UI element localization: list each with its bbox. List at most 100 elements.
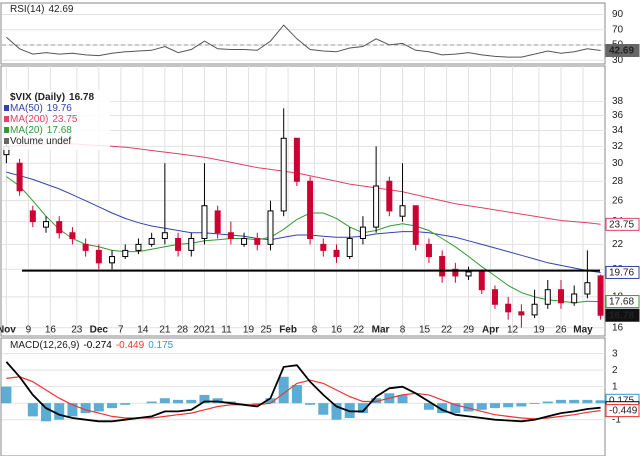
histogram-bar — [423, 403, 434, 410]
candle-body — [571, 293, 578, 304]
candle-body — [346, 237, 353, 258]
value-box-label: 16.78 — [609, 310, 634, 321]
candle-body — [82, 243, 89, 251]
y-tick-label: 16 — [612, 322, 624, 333]
legend-box — [2, 339, 192, 351]
candle-body — [557, 289, 564, 304]
candle-body — [307, 180, 314, 239]
histogram-bar — [582, 399, 593, 404]
histogram-bar — [397, 394, 408, 404]
legend-text: 19.76 — [47, 103, 72, 114]
legend-text: $VIX (Daily) — [10, 92, 65, 103]
candle-body — [465, 271, 472, 277]
candle-body — [491, 289, 498, 305]
candle-body — [16, 162, 23, 192]
histogram-bar — [1, 386, 12, 404]
x-tick-label: 9 — [26, 325, 32, 336]
moving-average-line — [6, 176, 601, 304]
x-tick-label: 23 — [71, 325, 83, 336]
histogram-bar — [173, 399, 184, 404]
candle-body — [359, 226, 366, 239]
legend-entry: RSI(14) 42.69 — [10, 4, 74, 15]
candle-body — [333, 249, 340, 258]
x-tick-label: May — [573, 325, 593, 336]
candle-body — [43, 221, 50, 228]
candle-body — [320, 243, 327, 251]
x-tick-label: Apr — [482, 325, 499, 336]
candle-body — [122, 249, 129, 258]
candle-body — [293, 137, 300, 182]
candle-body — [135, 243, 142, 251]
candle-body — [518, 311, 525, 316]
y-tick-label: 34 — [612, 125, 624, 136]
candle-body — [439, 256, 446, 277]
x-tick-label: 21 — [159, 325, 171, 336]
candle-body — [478, 271, 485, 291]
legend-entry: Volume undef — [10, 136, 71, 147]
x-tick-label: 11 — [221, 325, 232, 336]
legend-text: RSI(14) — [10, 4, 44, 15]
value-box — [605, 217, 640, 231]
candle-body — [188, 237, 195, 251]
histogram-bar — [107, 403, 118, 409]
value-box-label: 42.69 — [609, 46, 634, 57]
y-tick-label: 28 — [612, 176, 624, 187]
x-tick-label: 8 — [312, 325, 318, 336]
x-tick-label: 7 — [118, 325, 124, 336]
histogram-bar — [569, 399, 580, 404]
value-box-label: 19.76 — [609, 268, 634, 279]
x-tick-label: 2021 — [193, 325, 216, 336]
y-tick-label: 1 — [612, 381, 618, 392]
candle-body — [95, 249, 102, 264]
x-tick-label: 28 — [177, 325, 189, 336]
candle-body — [29, 210, 36, 223]
histogram-bar — [529, 403, 540, 405]
histogram-bar — [542, 401, 553, 404]
legend-text: 42.69 — [48, 4, 73, 15]
y-tick-label: 2 — [612, 365, 618, 376]
x-tick-label: Mar — [372, 325, 390, 336]
x-tick-label: 8 — [400, 325, 406, 336]
y-tick-label: 38 — [612, 96, 624, 107]
legend-text: -0.449 — [116, 340, 145, 351]
histogram-bar — [437, 403, 448, 414]
histogram-bar — [516, 403, 527, 407]
y-tick-label: 36 — [612, 110, 624, 121]
candle-body — [241, 237, 248, 245]
candle-body — [544, 289, 551, 305]
value-box-label: -0.449 — [609, 406, 638, 417]
candle-body — [214, 210, 221, 234]
x-tick-label: 26 — [555, 325, 567, 336]
legend-entry: $VIX (Daily) 16.78 — [10, 92, 94, 103]
candle-body — [373, 185, 380, 228]
legend-text: Volume undef — [10, 136, 71, 147]
histogram-bar — [252, 403, 263, 405]
candle-body — [109, 256, 116, 264]
histogram-bar — [476, 403, 487, 410]
panel-frame — [0, 2, 606, 65]
histogram-bar — [93, 403, 104, 412]
candle-body — [201, 205, 208, 239]
candle-body — [531, 303, 538, 316]
legend-text: MA(50) — [10, 103, 43, 114]
legend-text: MACD(12,26,9) — [10, 340, 79, 351]
x-tick-label: Nov — [0, 325, 16, 336]
histogram-bar — [199, 394, 210, 404]
histogram-bar — [450, 403, 461, 414]
candle-body — [386, 180, 393, 212]
value-box-label: 23.75 — [609, 219, 634, 230]
rsi-line — [6, 24, 601, 58]
histogram-bar — [27, 403, 38, 417]
histogram-bar — [80, 403, 91, 414]
histogram-bar — [463, 403, 474, 412]
value-box — [605, 308, 640, 322]
histogram-bar — [555, 399, 566, 404]
y-tick-label: -1 — [612, 414, 621, 425]
legend-swatch — [4, 105, 9, 111]
signal-line — [6, 376, 601, 420]
histogram-bar — [120, 403, 131, 405]
x-tick-label: 29 — [463, 325, 475, 336]
legend-swatch — [4, 127, 9, 133]
candle-body — [452, 268, 459, 277]
